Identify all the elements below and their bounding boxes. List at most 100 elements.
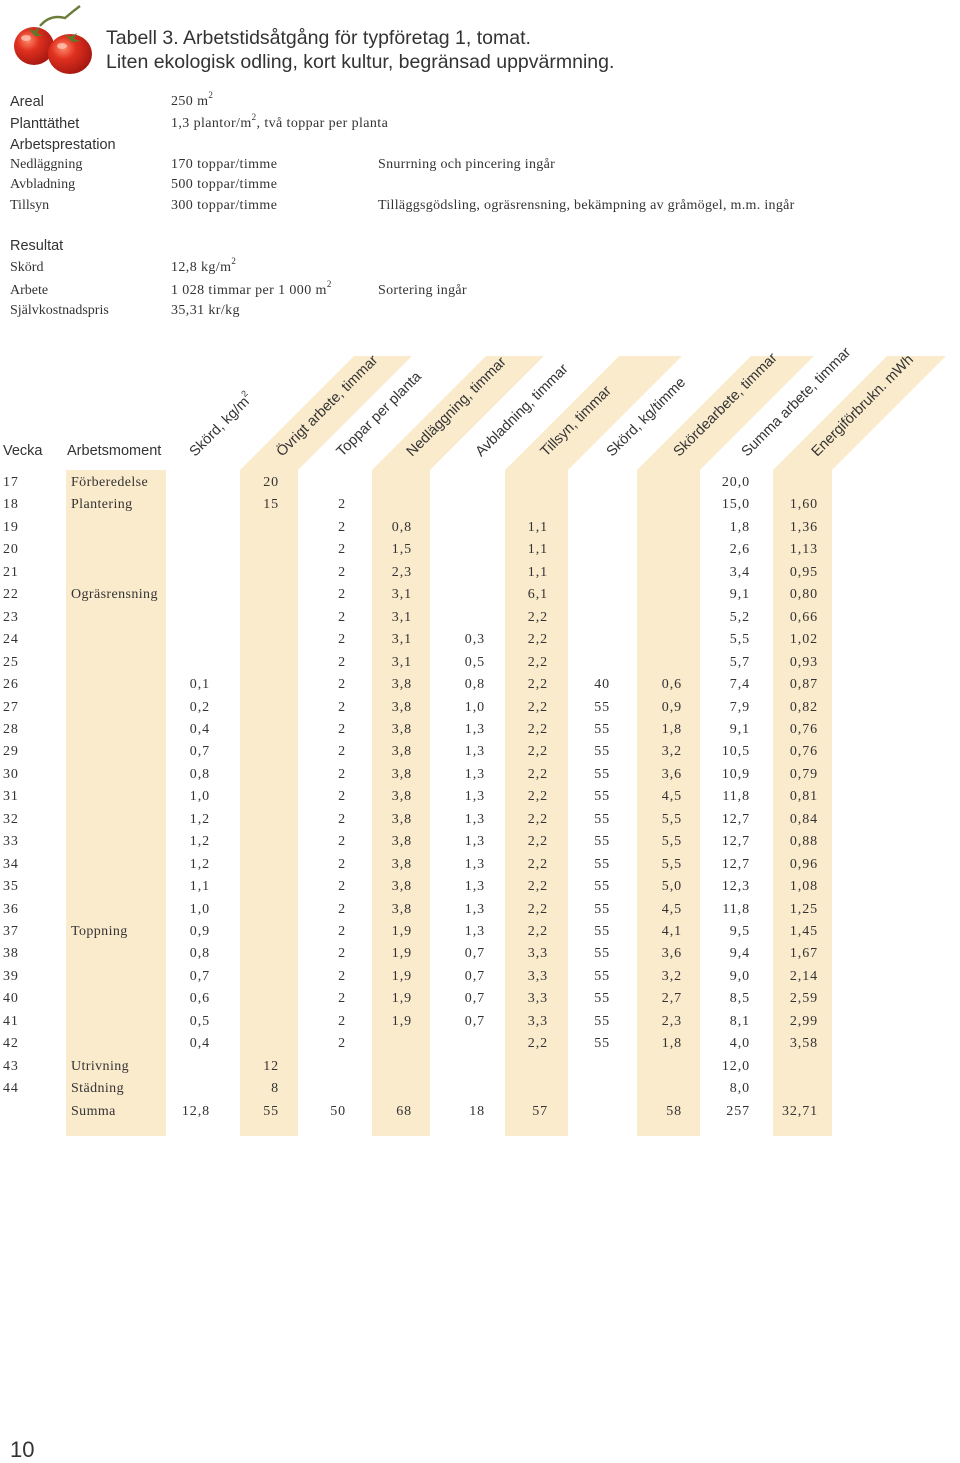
cell-vecka: 29	[3, 744, 19, 760]
band-ovrigt	[240, 470, 298, 1136]
cell-tillsyn: 2,2	[527, 901, 548, 917]
cell-avbl: 0,7	[464, 946, 485, 962]
cell-toppar: 2	[338, 744, 346, 760]
cell-summa: 8,5	[729, 991, 750, 1007]
tillsyn-note: Tilläggsgödsling, ogräsrensning, bekämpn…	[378, 198, 795, 213]
cell-summa: 12,7	[721, 811, 750, 827]
cell-energi: 2,14	[789, 968, 818, 984]
cell-energi: 1,36	[789, 519, 818, 535]
cell-summa: 5,2	[729, 609, 750, 625]
cell-skord-tim: 55	[594, 1036, 610, 1052]
cell-toppar: 2	[338, 766, 346, 782]
cell-vecka: 20	[3, 542, 19, 558]
band-tillsyn	[505, 470, 568, 1136]
cell-toppar: 2	[338, 699, 346, 715]
header-arbetsmoment: Arbetsmoment	[67, 443, 162, 459]
cell-energi: 0,66	[789, 609, 818, 625]
cell-energi: 0,93	[789, 654, 818, 670]
cell-vecka: 32	[3, 811, 19, 827]
cell-toppar: 2	[338, 609, 346, 625]
cell-summa: 20,0	[721, 475, 750, 490]
cell-arbetsmoment: Förberedelse	[71, 475, 149, 490]
cell-tillsyn: 2,2	[527, 834, 548, 850]
cell-nedl: 3,8	[391, 744, 412, 760]
cell-vecka: 41	[3, 1013, 19, 1029]
cell-toppar: 2	[338, 856, 346, 872]
cell-avbl: 18	[469, 1103, 485, 1119]
cell-tillsyn: 2,2	[527, 811, 548, 827]
cell-vecka: 37	[3, 924, 19, 939]
cell-vecka: 31	[3, 789, 19, 805]
cell-skord-tim: 55	[594, 834, 610, 850]
cell-summa: 15,0	[721, 497, 750, 513]
cell-arbetsmoment: Plantering	[71, 497, 133, 513]
cell-summa: 9,1	[729, 587, 750, 603]
cell-summa: 12,0	[721, 1058, 750, 1074]
table-row: Summa 12,8 55 50 68 18 57 58 257 32,71	[0, 1104, 960, 1126]
cell-skord: 0,6	[189, 991, 210, 1007]
cell-skord-tim: 55	[594, 789, 610, 805]
cell-avbl: 1,3	[464, 744, 485, 760]
cell-summa: 257	[726, 1103, 750, 1119]
cell-tillsyn: 2,2	[527, 609, 548, 625]
cell-nedl: 1,9	[391, 924, 412, 939]
cell-energi: 3,58	[789, 1036, 818, 1052]
skord-value: 12,8 kg/m2	[171, 256, 237, 275]
cell-skord: 0,7	[189, 744, 210, 760]
cell-tillsyn: 2,2	[527, 879, 548, 895]
cell-skordearb: 1,8	[661, 1036, 682, 1052]
nedlaggning-value: 170 toppar/timme	[171, 157, 278, 172]
cell-energi: 1,08	[789, 879, 818, 895]
cell-toppar: 2	[338, 632, 346, 648]
cell-vecka: 30	[3, 766, 19, 782]
planttathet-value: 1,3 plantor/m2, två toppar per planta	[171, 112, 389, 131]
table-row: 43 Utrivning 12 12,0	[0, 1059, 960, 1081]
cell-nedl: 3,1	[391, 587, 412, 603]
cell-skordearb: 4,1	[661, 924, 682, 939]
cell-summa: 7,4	[729, 677, 750, 693]
cell-vecka: 34	[3, 856, 19, 872]
tillsyn-value: 300 toppar/timme	[171, 198, 278, 213]
cell-toppar: 2	[338, 721, 346, 737]
cell-skordearb: 2,3	[661, 1013, 682, 1029]
table-row: 37 Toppning 0,9 2 1,9 1,3 2,2 55 4,1 9,5 1,45	[0, 924, 960, 946]
cell-vecka: 25	[3, 654, 19, 670]
cell-skord-tim: 55	[594, 856, 610, 872]
cell-tillsyn: 3,3	[527, 991, 548, 1007]
cell-tillsyn: 2,2	[527, 924, 548, 939]
cell-skord-tim: 55	[594, 699, 610, 715]
cell-energi: 0,88	[789, 834, 818, 850]
cell-energi: 0,87	[789, 677, 818, 693]
cell-skord-tim: 55	[594, 1013, 610, 1029]
cell-avbl: 0,8	[464, 677, 485, 693]
cell-summa: 10,9	[721, 766, 750, 782]
cell-energi: 2,59	[789, 991, 818, 1007]
cell-energi: 32,71	[782, 1103, 818, 1119]
cell-tillsyn: 2,2	[527, 632, 548, 648]
cell-skord: 1,2	[189, 856, 210, 872]
cell-summa: 2,6	[729, 542, 750, 558]
cell-skord: 0,7	[189, 968, 210, 984]
cell-toppar: 2	[338, 991, 346, 1007]
cell-skordearb: 5,5	[661, 834, 682, 850]
cell-vecka: 19	[3, 519, 19, 535]
cell-vecka: 35	[3, 879, 19, 895]
table-row: 24 2 3,1 0,3 2,2 5,5 1,02	[0, 632, 960, 654]
cell-energi: 2,99	[789, 1013, 818, 1029]
table-row: 22 Ogräsrensning 2 3,1 6,1 9,1 0,80	[0, 587, 960, 609]
cell-avbl: 0,7	[464, 1013, 485, 1029]
cell-skordearb: 3,2	[661, 744, 682, 760]
header-vecka: Vecka	[3, 443, 43, 459]
cell-avbl: 1,3	[464, 766, 485, 782]
cell-vecka: 22	[3, 587, 19, 603]
cell-vecka: 27	[3, 699, 19, 715]
cell-skordearb: 58	[666, 1103, 682, 1119]
cell-tillsyn: 2,2	[527, 856, 548, 872]
cell-energi: 1,67	[789, 946, 818, 962]
cell-skordearb: 1,8	[661, 721, 682, 737]
cell-vecka: 36	[3, 901, 19, 917]
cell-tillsyn: 2,2	[527, 654, 548, 670]
avbladning-label: Avbladning	[10, 177, 76, 192]
sjalvkostnadspris-label: Självkostnadspris	[10, 303, 109, 318]
table-row: 31 1,0 2 3,8 1,3 2,2 55 4,5 11,8 0,81	[0, 789, 960, 811]
